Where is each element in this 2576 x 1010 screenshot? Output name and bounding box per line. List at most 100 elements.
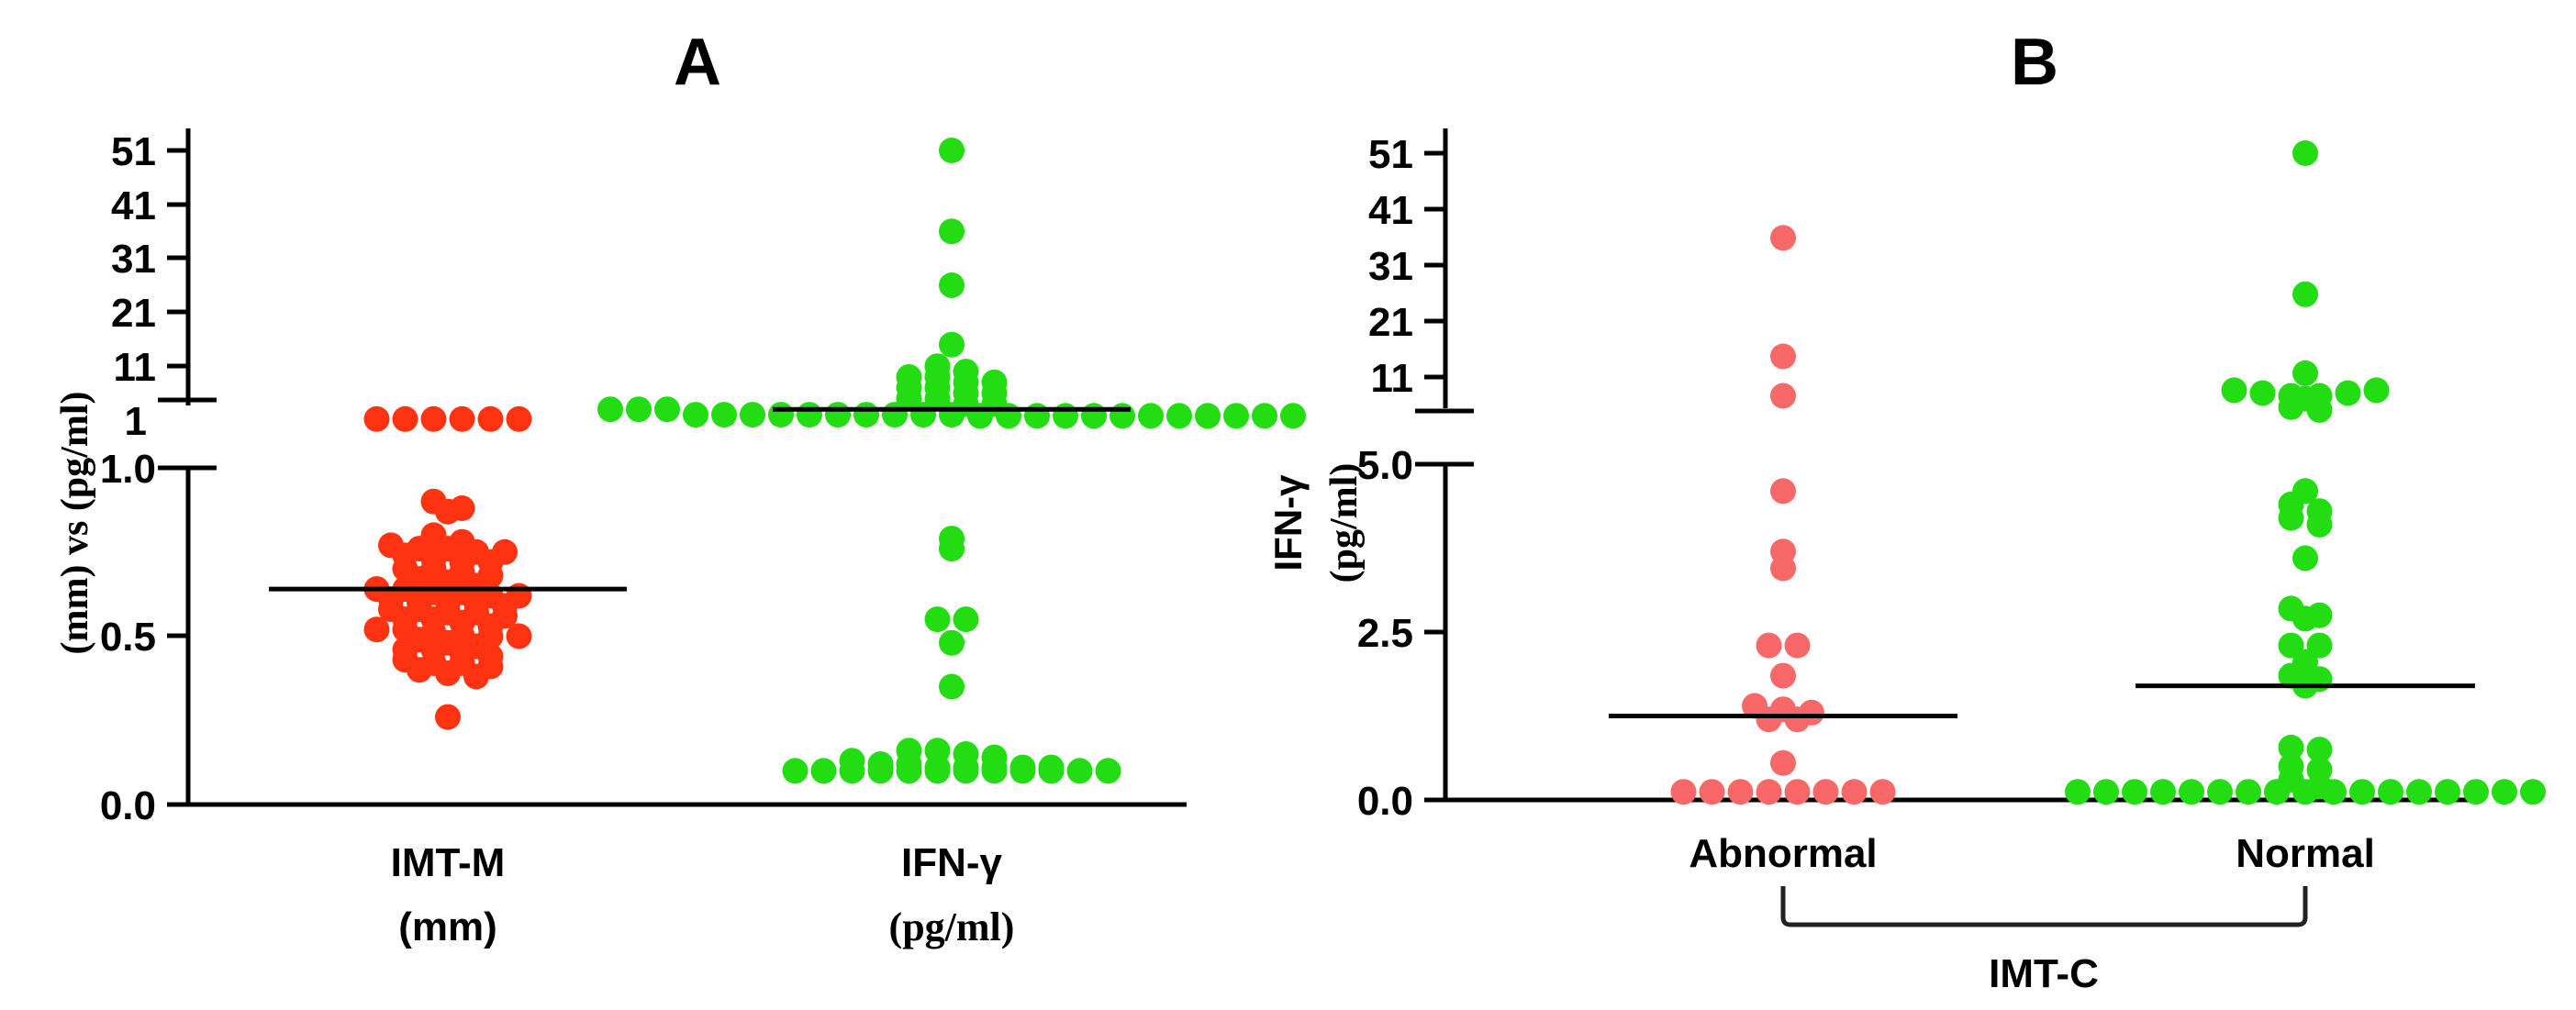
- data-point-ifn--66: [924, 758, 951, 784]
- panel-b-tick-label-5-0: 5.0: [1357, 443, 1413, 488]
- data-point-ifn--25: [797, 402, 822, 428]
- data-point-imt-m-8: [435, 498, 461, 525]
- data-point-normal-37: [2179, 779, 2204, 805]
- data-point-abnormal-22: [1869, 779, 1896, 805]
- data-point-abnormal-8: [1770, 662, 1796, 689]
- data-point-imt-m-47: [363, 616, 390, 643]
- panel-a-upper-ticks: 51 41 31 21 11 1: [111, 129, 188, 444]
- data-point-ifn--3: [939, 331, 965, 358]
- data-point-ifn--39: [1195, 403, 1221, 429]
- data-point-abnormal-6: [1756, 632, 1782, 659]
- panel-b-tick-label-2-5: 2.5: [1357, 611, 1413, 656]
- data-point-abnormal-14: [1770, 749, 1796, 776]
- data-point-ifn--70: [1038, 758, 1065, 784]
- data-point-ifn--22: [711, 402, 737, 428]
- data-point-normal-27: [2278, 734, 2304, 760]
- data-point-normal-11: [2306, 396, 2333, 423]
- data-point-ifn--30: [939, 402, 965, 428]
- panel-a-medians: [269, 406, 1131, 592]
- data-point-abnormal-19: [1784, 779, 1811, 805]
- data-point-normal-39: [2236, 779, 2261, 805]
- data-point-imt-m-3: [449, 405, 475, 432]
- data-point-ifn--47: [939, 629, 965, 656]
- panel-b-tick-label-11: 11: [1370, 356, 1413, 401]
- data-point-normal-48: [2492, 779, 2517, 805]
- data-point-ifn--32: [996, 403, 1021, 429]
- data-point-imt-m-52: [506, 623, 532, 649]
- data-point-imt-m-1: [392, 405, 418, 432]
- data-point-normal-1: [2292, 281, 2318, 307]
- data-point-abnormal-1: [1770, 343, 1796, 370]
- data-point-ifn--68: [981, 758, 1008, 784]
- data-point-normal-46: [2435, 779, 2460, 805]
- panel-b-upper-ticks: 51 41 31 21 11: [1368, 132, 1445, 401]
- data-point-ifn--21: [683, 402, 708, 428]
- data-point-abnormal-20: [1812, 779, 1839, 805]
- panel-a: A (mm) vs (pg/ml) 51 41 31 21 11 1 1.0: [54, 26, 1306, 949]
- data-point-ifn--1: [939, 218, 965, 245]
- data-point-ifn--0: [939, 138, 965, 163]
- panel-b-category-abnormal: Abnormal: [1689, 831, 1877, 876]
- panel-b-tick-label-21: 21: [1368, 300, 1413, 345]
- data-point-ifn--33: [1024, 403, 1050, 429]
- data-point-ifn--28: [882, 402, 908, 428]
- data-point-ifn--69: [1009, 758, 1036, 784]
- data-point-ifn--27: [853, 402, 879, 428]
- data-point-ifn--63: [839, 758, 865, 784]
- data-point-ifn--31: [967, 403, 993, 429]
- panel-b-tick-label-0-0: 0.0: [1357, 779, 1413, 824]
- panel-a-points: [363, 138, 1306, 784]
- panel-a-tick-label-51: 51: [111, 129, 156, 174]
- data-point-normal-34: [2093, 779, 2119, 805]
- data-point-ifn--71: [1066, 758, 1093, 784]
- data-point-normal-43: [2349, 779, 2375, 805]
- panel-b-lower-ticks: 5.0 2.5 0.0: [1357, 443, 1445, 824]
- data-point-ifn--26: [825, 402, 851, 428]
- panel-b-y-axis-unit: (pg/ml): [1323, 463, 1366, 583]
- data-point-ifn--38: [1166, 403, 1192, 429]
- panel-a-tick-label-41: 41: [111, 183, 156, 228]
- panel-b-tick-label-31: 31: [1368, 244, 1413, 289]
- panel-a-tick-label-1-0: 1.0: [100, 447, 156, 492]
- data-point-ifn--35: [1081, 403, 1107, 429]
- data-point-normal-44: [2378, 779, 2403, 805]
- data-point-imt-m-4: [477, 405, 504, 432]
- data-point-normal-3: [2221, 377, 2247, 404]
- data-point-imt-m-64: [407, 657, 432, 683]
- data-point-ifn--40: [1223, 403, 1249, 429]
- panel-a-tick-label-11: 11: [113, 345, 156, 390]
- panel-b: B IFN-γ (pg/ml) 51 41 31 21 11 5.0 2.5 0…: [1266, 26, 2546, 996]
- panel-a-tick-label-31: 31: [111, 237, 156, 282]
- data-point-ifn--65: [896, 758, 922, 784]
- panel-b-medians: [1609, 683, 2475, 718]
- data-point-normal-45: [2406, 779, 2432, 805]
- data-point-abnormal-3: [1770, 478, 1796, 505]
- data-point-normal-40: [2264, 779, 2290, 805]
- data-point-abnormal-17: [1727, 779, 1754, 805]
- data-point-ifn--45: [924, 606, 951, 633]
- data-point-normal-49: [2520, 779, 2546, 805]
- data-point-normal-41: [2292, 779, 2318, 805]
- data-point-normal-42: [2321, 779, 2347, 805]
- panel-a-category-imt-m-unit: (mm): [398, 905, 497, 949]
- data-point-ifn--48: [939, 673, 965, 700]
- data-point-ifn--42: [1280, 403, 1306, 429]
- panel-a-y-axis-title: (mm) vs (pg/ml): [54, 392, 96, 655]
- data-point-imt-m-2: [420, 405, 447, 432]
- data-point-ifn--23: [740, 402, 765, 428]
- panel-a-lower-ticks: 1.0 0.5 0.0: [100, 447, 188, 828]
- data-point-normal-16: [2306, 511, 2333, 538]
- data-point-normal-4: [2249, 380, 2276, 406]
- data-point-abnormal-21: [1841, 779, 1868, 805]
- panel-b-group-label: IMT-C: [1989, 951, 2099, 996]
- panel-a-category-imt-m: IMT-M: [391, 840, 506, 885]
- data-point-ifn--29: [910, 402, 936, 428]
- data-point-ifn--37: [1138, 403, 1164, 429]
- data-point-imt-m-0: [363, 405, 390, 432]
- data-point-normal-21: [2278, 632, 2304, 659]
- panel-b-tick-label-51: 51: [1368, 132, 1413, 177]
- panel-a-tick-label-0-0: 0.0: [100, 783, 156, 828]
- data-point-abnormal-5: [1770, 555, 1796, 582]
- data-point-ifn--34: [1053, 403, 1078, 429]
